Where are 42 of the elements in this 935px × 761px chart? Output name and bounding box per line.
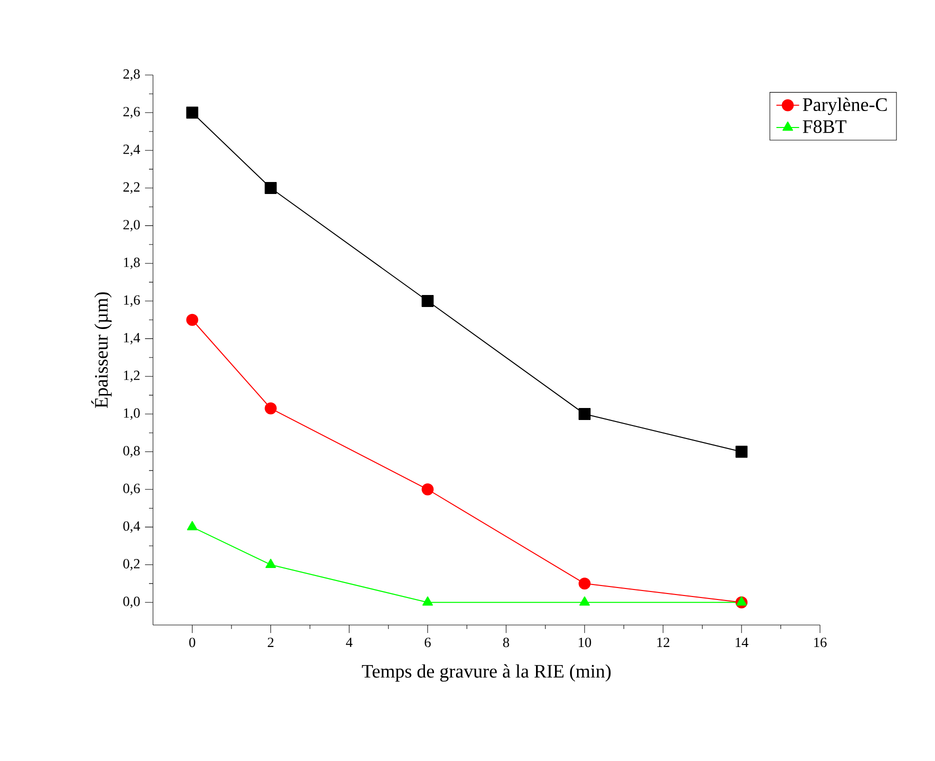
y-tick-label: 0,0 (123, 596, 140, 608)
point (265, 558, 276, 568)
point (579, 596, 590, 606)
x-tick-label: 2 (268, 638, 274, 647)
y-tick-label: 2,2 (123, 182, 140, 194)
y-tick-label: 2,6 (123, 106, 140, 118)
y-tick-label: 1,8 (124, 258, 140, 270)
y-tick-label: 0,6 (123, 484, 140, 496)
y-tick-label: 1,0 (124, 408, 140, 420)
x-tick-label: 12 (657, 638, 670, 647)
x-tick-label: 8 (503, 638, 510, 648)
point (422, 596, 433, 606)
y-tick-label: 0,8 (123, 446, 140, 458)
y-tick-label: 1,2 (124, 370, 140, 382)
point (736, 596, 747, 606)
x-tick-label: 4 (346, 638, 352, 647)
point (578, 578, 591, 590)
point (186, 521, 198, 530)
legend-label: Parylène-C (802, 98, 887, 115)
x-axis-title: Temps de gravure à la RIE (min) (362, 664, 611, 682)
point (186, 314, 198, 326)
y-tick-label: 2,8 (123, 69, 140, 81)
point (736, 446, 748, 458)
y-tick-label: 2,0 (123, 220, 140, 232)
y-tick-label: 1,6 (124, 295, 140, 307)
x-tick-label: 0 (189, 638, 196, 648)
x-tick-label: 16 (814, 638, 827, 648)
y-axis-title: Épaisseur (µm) (91, 292, 112, 408)
y-tick-label: 0,2 (123, 559, 140, 570)
x-tick-label: 6 (424, 638, 431, 648)
point (264, 402, 277, 414)
y-tick-label: 0,4 (123, 521, 140, 533)
y-tick-label: 1,4 (124, 332, 140, 344)
point (264, 182, 277, 194)
x-tick-label: 14 (736, 638, 748, 647)
legend-label: F8BT (802, 120, 846, 134)
y-tick-label: 2,4 (123, 144, 140, 156)
point (422, 295, 434, 308)
point (578, 408, 591, 420)
point (422, 483, 434, 496)
x-tick-label: 10 (578, 638, 592, 648)
point (186, 106, 198, 119)
